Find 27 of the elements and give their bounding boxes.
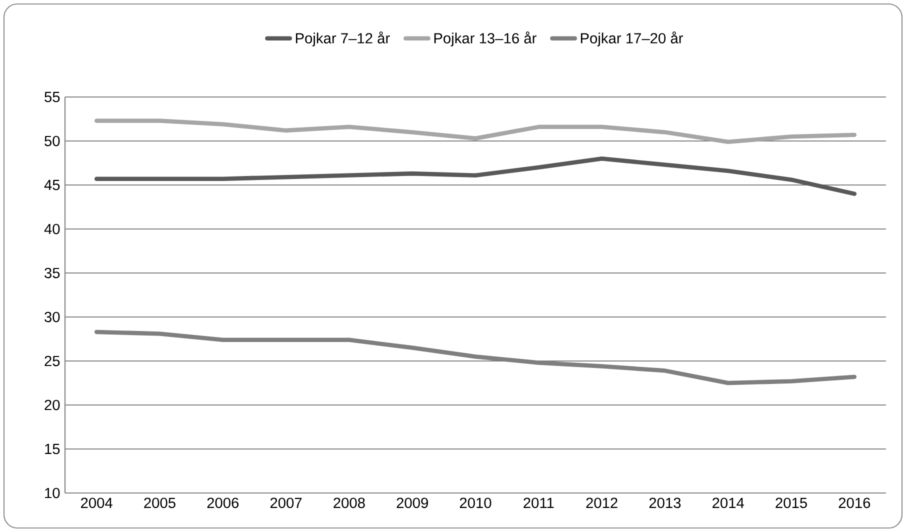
legend-label: Pojkar 17–20 år (580, 31, 684, 46)
x-tick-label: 2016 (838, 498, 870, 508)
y-tick-label: 10 (45, 488, 60, 498)
y-tick-label: 40 (44, 224, 60, 234)
y-tick-label: 20 (44, 400, 60, 410)
y-tick-label: 15 (45, 444, 60, 454)
x-tick-label: 2013 (649, 498, 681, 508)
x-tick-label: 2011 (524, 498, 554, 508)
x-tick-label: 2014 (712, 498, 744, 508)
x-tick-label: 2004 (80, 498, 112, 508)
y-tick-label: 25 (44, 356, 60, 366)
y-tick-label: 55 (44, 92, 60, 102)
x-tick-label: 2005 (144, 498, 176, 508)
legend-label: Pojkar 7–12 år (296, 31, 390, 46)
y-tick-label: 30 (44, 312, 60, 322)
x-tick-label: 2007 (270, 498, 302, 508)
x-tick-label: 2008 (334, 498, 365, 508)
x-tick-label: 2006 (207, 498, 239, 508)
x-tick-label: 2010 (460, 498, 492, 508)
y-tick-label: 35 (44, 268, 60, 278)
x-tick-label: 2012 (586, 498, 618, 508)
line-series (94, 118, 857, 144)
legend-label: Pojkar 13–16 år (434, 31, 536, 46)
y-tick-label: 45 (44, 180, 60, 190)
y-tick-label: 50 (44, 136, 60, 146)
x-tick-label: 2009 (396, 498, 428, 508)
x-tick-label: 2015 (776, 498, 807, 508)
